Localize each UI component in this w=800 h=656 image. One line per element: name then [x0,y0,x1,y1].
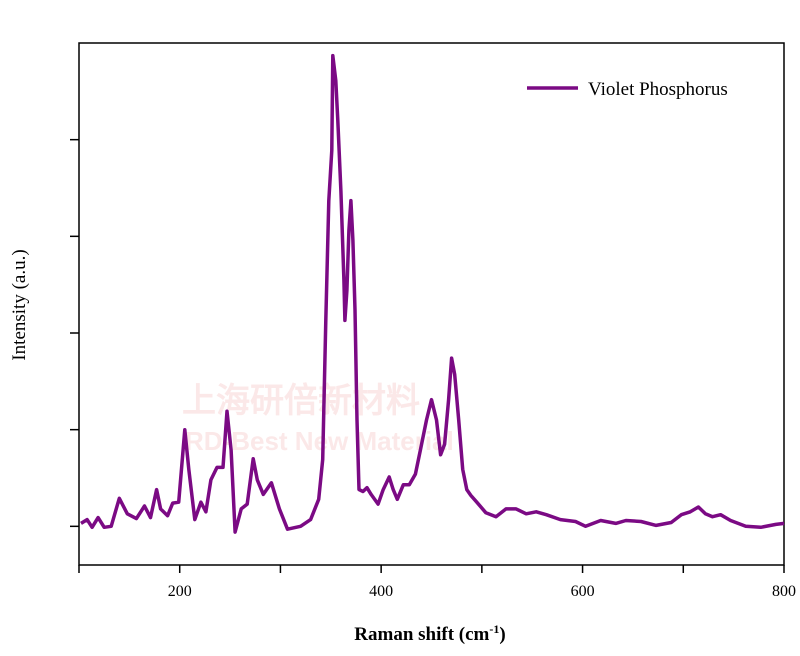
x-tick-label: 400 [369,583,393,600]
series-line-violet-phosphorus [80,53,785,534]
x-tick-label: 600 [571,583,595,600]
legend: Violet Phosphorus [527,79,728,100]
watermark-chinese: 上海研倍新材料 [182,381,420,421]
y-axis-title: Intensity (a.u.) [9,249,30,360]
x-axis-title: Raman shift (cm-1) [354,622,505,645]
x-axis-title-sup: -1 [489,622,499,636]
plot-frame [78,42,785,566]
x-tick-label: 800 [772,583,796,600]
x-ticks: 200 400 600 800 [78,565,796,600]
legend-label: Violet Phosphorus [588,79,728,100]
x-axis-title-close: ) [499,624,505,645]
x-tick-label: 200 [168,583,192,600]
y-ticks [70,138,79,528]
series-layer [80,53,785,534]
watermark: 上海研倍新材料 RD-Best New Material [182,381,454,456]
x-axis-title-main: Raman shift (cm [354,624,489,645]
